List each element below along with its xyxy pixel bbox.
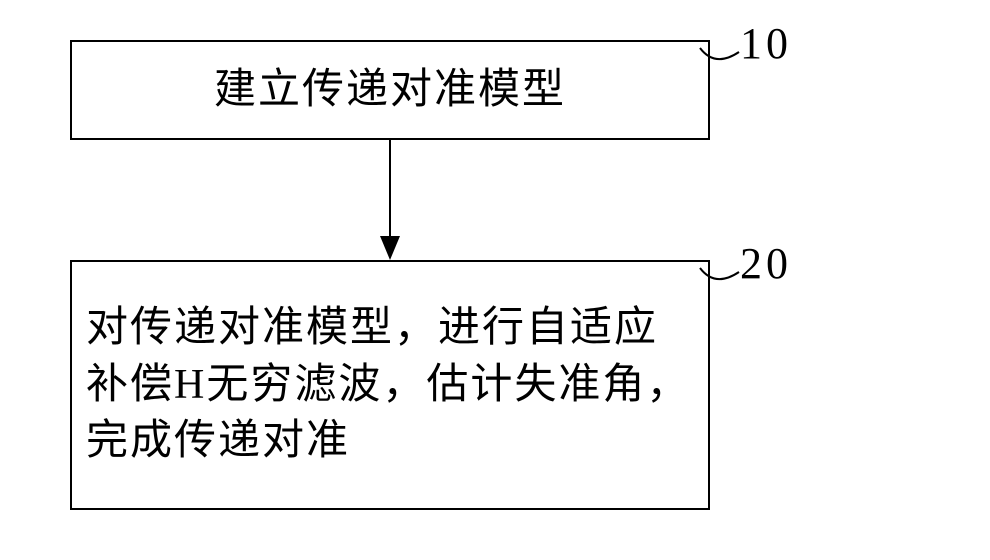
flowchart-container: 建立传递对准模型 10 对传递对准模型，进行自适应补偿H无穷滤波，估计失准角，完… — [0, 0, 990, 560]
flow-node-text: 建立传递对准模型 — [72, 54, 708, 127]
flow-node-step2: 对传递对准模型，进行自适应补偿H无穷滤波，估计失准角，完成传递对准 — [70, 260, 710, 510]
node-label-number: 20 — [740, 238, 792, 289]
flow-node-text: 对传递对准模型，进行自适应补偿H无穷滤波，估计失准角，完成传递对准 — [72, 292, 708, 478]
node-label-number: 10 — [740, 18, 792, 69]
flow-edge-arrow — [370, 140, 410, 262]
flow-node-step1: 建立传递对准模型 — [70, 40, 710, 140]
